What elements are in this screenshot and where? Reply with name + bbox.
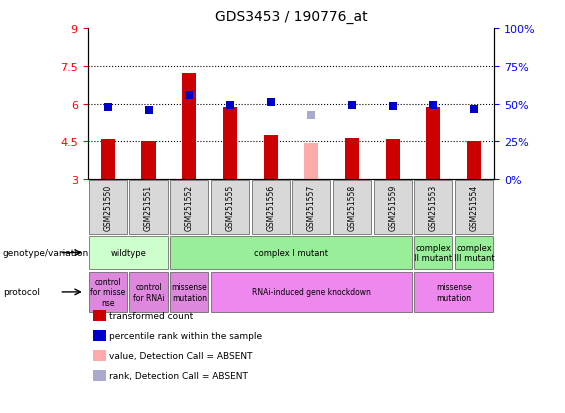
Text: GSM251559: GSM251559 <box>388 185 397 230</box>
Bar <box>89 237 168 269</box>
Point <box>266 100 275 106</box>
Text: transformed count: transformed count <box>109 311 193 320</box>
Bar <box>263 136 278 180</box>
Bar <box>170 237 412 269</box>
Bar <box>141 142 156 180</box>
Bar <box>129 272 168 312</box>
Point <box>103 105 112 112</box>
Text: genotype/variation: genotype/variation <box>3 249 89 257</box>
Point <box>429 102 438 109</box>
Text: missense
mutation: missense mutation <box>171 282 207 302</box>
Text: wildtype: wildtype <box>110 249 146 257</box>
Text: control
for misse
nse: control for misse nse <box>90 278 125 307</box>
Bar <box>373 181 412 234</box>
Point <box>225 102 234 109</box>
Point <box>388 104 397 110</box>
Bar <box>292 181 331 234</box>
Point <box>307 112 316 119</box>
Bar <box>455 237 493 269</box>
Bar <box>211 272 412 312</box>
Bar <box>211 181 249 234</box>
Bar <box>89 272 127 312</box>
Text: value, Detection Call = ABSENT: value, Detection Call = ABSENT <box>109 351 253 360</box>
Point <box>470 106 479 113</box>
Text: control
for RNAi: control for RNAi <box>133 282 164 302</box>
Text: GSM251552: GSM251552 <box>185 185 194 230</box>
Bar <box>129 181 168 234</box>
Text: GSM251551: GSM251551 <box>144 185 153 230</box>
Bar <box>426 108 441 180</box>
Bar <box>170 181 208 234</box>
Bar <box>414 272 493 312</box>
Text: rank, Detection Call = ABSENT: rank, Detection Call = ABSENT <box>109 371 248 380</box>
Bar <box>333 181 371 234</box>
Text: protocol: protocol <box>3 288 40 297</box>
Text: GSM251558: GSM251558 <box>347 185 357 230</box>
Title: GDS3453 / 190776_at: GDS3453 / 190776_at <box>215 10 367 24</box>
Bar <box>223 108 237 180</box>
Text: GSM251555: GSM251555 <box>225 185 234 230</box>
Bar <box>414 237 453 269</box>
Bar <box>170 272 208 312</box>
Text: GSM251556: GSM251556 <box>266 185 275 230</box>
Point <box>185 92 194 99</box>
Bar <box>345 138 359 180</box>
Bar <box>414 181 453 234</box>
Text: RNAi-induced gene knockdown: RNAi-induced gene knockdown <box>252 288 371 297</box>
Text: complex I mutant: complex I mutant <box>254 249 328 257</box>
Point <box>347 102 357 109</box>
Point <box>144 107 153 114</box>
Text: percentile rank within the sample: percentile rank within the sample <box>109 331 262 340</box>
Bar <box>467 142 481 180</box>
Text: complex
II mutant: complex II mutant <box>414 243 453 263</box>
Text: complex
III mutant: complex III mutant <box>454 243 494 263</box>
Text: GSM251554: GSM251554 <box>470 185 479 230</box>
Bar <box>182 74 197 180</box>
Text: GSM251557: GSM251557 <box>307 185 316 230</box>
Bar <box>101 140 115 180</box>
Bar <box>251 181 290 234</box>
Bar <box>304 143 319 180</box>
Bar <box>455 181 493 234</box>
Bar <box>385 140 400 180</box>
Bar <box>89 181 127 234</box>
Text: GSM251553: GSM251553 <box>429 185 438 230</box>
Text: GSM251550: GSM251550 <box>103 185 112 230</box>
Text: missense
mutation: missense mutation <box>436 282 472 302</box>
